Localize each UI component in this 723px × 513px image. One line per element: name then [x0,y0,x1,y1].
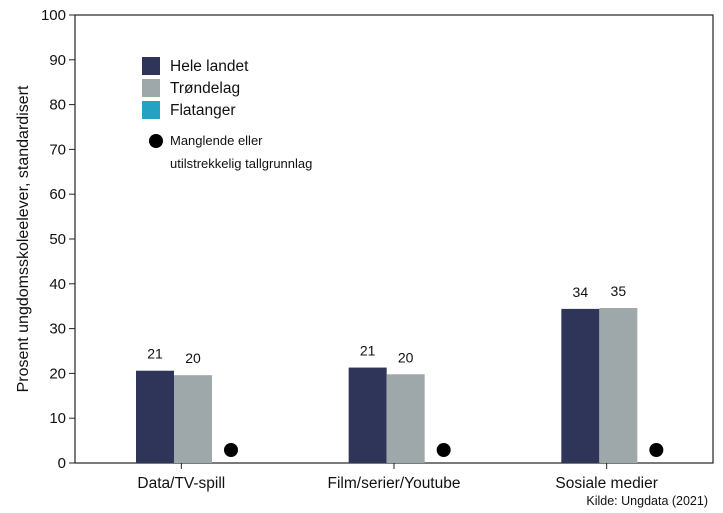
x-category-label: Film/serier/Youtube [328,475,461,492]
y-axis-label: Prosent ungdomsskoleelever, standardiser… [15,85,32,392]
y-tick-label: 0 [58,455,66,472]
bar [174,375,212,463]
data-label: 21 [147,346,163,362]
legend-swatch-flatanger [142,101,160,119]
x-axis: Data/TV-spill Film/serier/Youtube Sosiale … [137,463,658,492]
data-label: 21 [360,343,376,359]
y-tick-label: 60 [49,186,66,203]
missing-data-marker [224,443,238,457]
y-tick-label: 20 [49,365,66,382]
x-category-label: Sosiale medier [555,475,658,492]
legend-label-flatanger: Flatanger [170,102,235,119]
bar [136,370,174,463]
legend-missing-label-line1: Manglende eller [170,133,263,148]
y-tick-label: 40 [49,276,66,293]
legend-missing-marker [149,134,163,148]
y-tick-label: 90 [49,52,66,69]
y-tick-label: 100 [41,7,66,24]
source-note: Kilde: Ungdata (2021) [586,494,708,508]
bar [386,374,425,463]
y-axis: 0 10 20 30 40 50 60 70 80 90 100 [41,7,75,472]
legend-label-hele-landet: Hele landet [170,58,249,75]
y-tick-label: 80 [49,97,66,114]
bars [136,307,638,463]
data-label: 34 [573,284,589,300]
bar [348,367,387,463]
x-category-label: Data/TV-spill [137,475,225,492]
legend-label-trondelag: Trøndelag [170,80,240,97]
missing-markers [224,443,664,457]
bar [561,308,600,463]
missing-data-marker [436,443,451,457]
legend: Hele landet Trøndelag Flatanger Manglend… [142,57,312,171]
data-label: 20 [398,349,414,365]
y-tick-label: 30 [49,321,66,338]
missing-data-marker [649,443,664,457]
legend-missing-label-line2: utilstrekkelig tallgrunnlag [170,156,312,171]
y-tick-label: 50 [49,231,66,248]
y-tick-label: 70 [49,141,66,158]
bar [599,307,638,463]
data-label: 20 [185,350,201,366]
data-labels: 21 20 21 20 34 35 [147,283,626,366]
legend-swatch-trondelag [142,79,160,97]
y-tick-label: 10 [49,410,66,427]
data-label: 35 [611,283,627,299]
legend-swatch-hele-landet [142,57,160,75]
